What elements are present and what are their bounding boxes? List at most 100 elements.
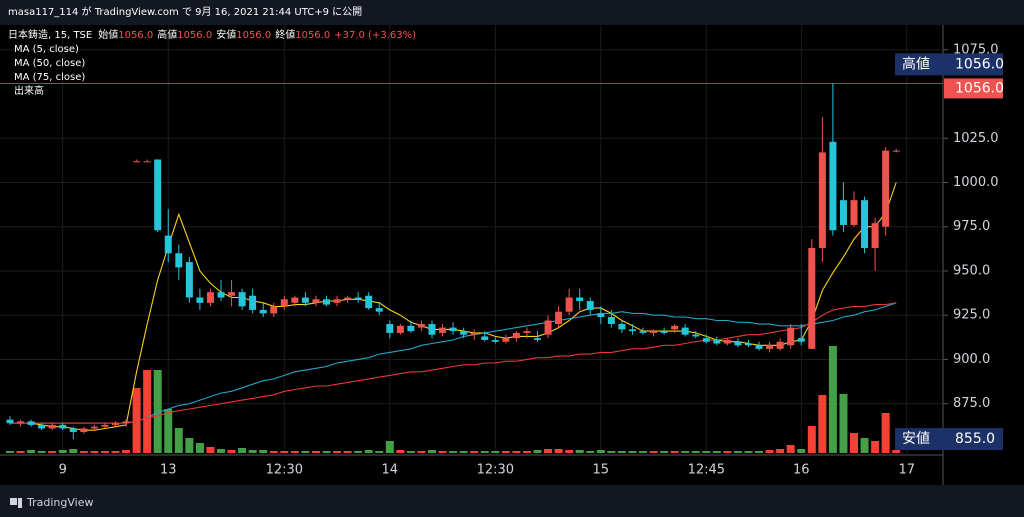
volume-bar (565, 450, 574, 453)
volume-bar (143, 370, 152, 453)
volume-bar (185, 438, 194, 453)
plot-area (0, 25, 943, 455)
volume-bar (723, 451, 732, 453)
candle-body (892, 150, 900, 152)
candle-body (671, 325, 679, 330)
field-value: 1056.0 (295, 30, 330, 41)
candle-body (481, 336, 489, 340)
candle-body (692, 334, 700, 337)
candle-body (818, 152, 826, 248)
candle-body (375, 308, 383, 312)
y-tick-label: 975.0 (953, 219, 990, 234)
candle-body (164, 235, 172, 254)
volume-bar (48, 451, 57, 453)
candle-body (776, 341, 784, 349)
y-tick-label: 1000.0 (953, 175, 999, 190)
volume-bar (16, 451, 25, 453)
candle-body (133, 161, 141, 163)
candle-body (460, 331, 468, 335)
candle-body (80, 428, 88, 432)
y-tick-label: 1025.0 (953, 131, 999, 146)
volume-bar (533, 450, 542, 453)
volume-bar (343, 451, 352, 453)
volume-bar (544, 449, 553, 453)
volume-bar (881, 413, 890, 453)
volume-bar (797, 449, 806, 453)
volume-bar (79, 451, 88, 453)
low-marker-value: 855.0 (955, 431, 995, 447)
volume-bar (776, 449, 785, 453)
volume-bar (280, 451, 289, 453)
volume-bar (480, 451, 489, 453)
candle-body (238, 292, 246, 307)
legend-entry: 出来高 (14, 84, 44, 97)
volume-bar (807, 426, 816, 453)
low-marker-box (895, 428, 1003, 451)
candle-body (523, 331, 531, 333)
candle-body (766, 345, 774, 349)
candle-body (660, 331, 668, 333)
volume-bar (290, 451, 299, 453)
volume-bar (733, 451, 742, 453)
field-value: 1056.0 (177, 30, 212, 41)
volume-bar (670, 451, 679, 453)
legend-entry: MA (50, close) (14, 58, 85, 69)
candle-body (470, 332, 478, 335)
volume-bar (702, 451, 711, 453)
volume-bar (354, 451, 363, 453)
candle-body (576, 297, 584, 302)
volume-bar (6, 451, 14, 453)
candle-body (228, 292, 236, 296)
volume-bar (206, 447, 215, 453)
volume-bar (586, 451, 595, 453)
volume-bar (765, 450, 774, 453)
candle-body (301, 297, 309, 303)
candle-body (723, 339, 731, 344)
last-price-value: 1056.0 (955, 80, 1004, 96)
volume-bar (58, 450, 67, 453)
volume-bar (90, 451, 99, 453)
volume-bar (839, 394, 848, 453)
candle-body (154, 159, 162, 231)
candle-body (17, 421, 25, 424)
volume-bar (892, 450, 901, 453)
candle-body (639, 331, 647, 333)
candle-body (69, 428, 77, 432)
y-tick-label: 925.0 (953, 308, 990, 323)
top-bar (0, 0, 1024, 25)
volume-bar (649, 451, 658, 453)
candle-body (259, 309, 267, 314)
candle-body (861, 200, 869, 248)
volume-bar (755, 451, 764, 453)
brand-logo (10, 498, 22, 508)
volume-bar (248, 450, 257, 453)
volume-bar (639, 451, 647, 453)
candle-body (449, 327, 457, 332)
candle-body (270, 306, 278, 314)
candle-body (650, 331, 658, 333)
volume-bar (491, 451, 500, 453)
volume-bar (375, 451, 384, 453)
candle-body (396, 325, 404, 333)
candle-body (565, 297, 573, 312)
candle-body (850, 200, 858, 225)
candle-body (38, 424, 46, 429)
y-tick-label: 875.0 (953, 396, 990, 411)
volume-bar (164, 409, 173, 453)
volume-bar (174, 428, 183, 453)
volume-bar (818, 395, 827, 453)
candle-body (185, 262, 193, 298)
candle-body (808, 247, 816, 349)
candle-body (48, 424, 56, 429)
x-tick-label: 15 (593, 463, 610, 478)
candle-body (143, 161, 151, 163)
candle-body (217, 292, 225, 298)
volume-bar (195, 443, 204, 453)
candle-body (871, 223, 879, 248)
candle-body (417, 324, 425, 328)
candle-body (249, 295, 257, 310)
candle-body (829, 141, 837, 231)
candle-body (386, 324, 394, 333)
volume-bar (238, 448, 247, 453)
y-tick-label: 950.0 (953, 263, 990, 278)
